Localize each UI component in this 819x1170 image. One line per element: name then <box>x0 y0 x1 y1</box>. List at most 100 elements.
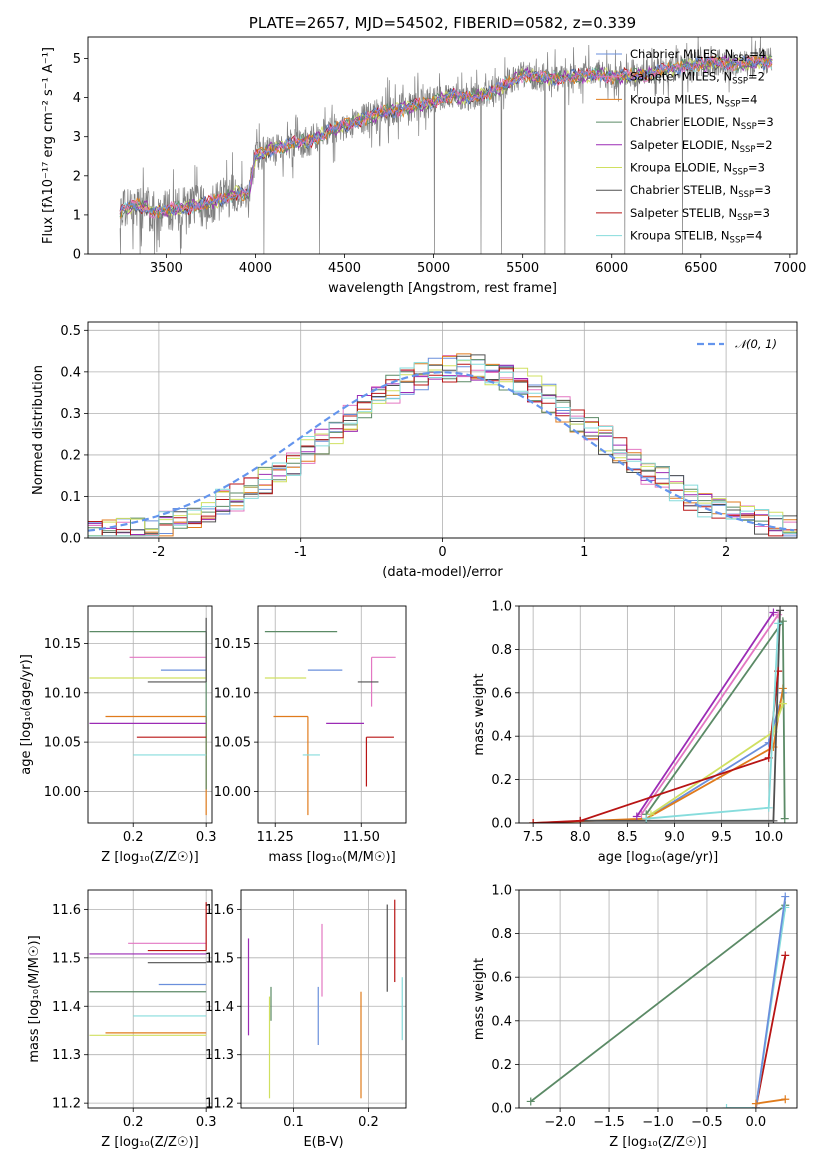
y-tick-label: 10.10 <box>44 686 81 701</box>
y-tick-label: 10.15 <box>214 637 251 652</box>
y-tick-label: 11.4 <box>52 1000 81 1015</box>
mass_vs_ebv-axes <box>241 890 406 1108</box>
legend-entry: Kroupa STELIB, NSSP=4 <box>630 229 762 246</box>
series-marker <box>774 619 783 628</box>
model-chabrier-elodie <box>119 54 773 219</box>
model-salpeter-miles <box>119 55 773 219</box>
x-tick-label: 4500 <box>328 261 361 276</box>
age_vs_Z-y-axis-label: age [log₁₀(age/yr)] <box>19 654 34 775</box>
legend-entry: Chabrier ELODIE, NSSP=3 <box>630 115 774 132</box>
x-tick-label: 0.0 <box>746 1115 767 1130</box>
mass_vs_Z-x-axis-label: Z [log₁₀(Z/Z☉)] <box>101 1135 198 1150</box>
x-tick-label: 5000 <box>417 261 450 276</box>
y-tick-label: 5 <box>73 52 81 67</box>
x-tick-label: 11.50 <box>343 830 380 845</box>
series-marker <box>642 814 651 823</box>
x-tick-label: 0.2 <box>358 1115 379 1130</box>
series-marker <box>751 1099 760 1108</box>
age_vs_Z-frame <box>87 605 213 824</box>
x-tick-label: 0.3 <box>196 830 217 845</box>
y-tick-label: 0.1 <box>60 490 81 505</box>
series-marker <box>576 816 585 823</box>
age_vs_mass-points <box>264 631 396 816</box>
spectrum-legend: Chabrier MILES, NSSP=4 Salpeter MILES, NS… <box>596 47 774 246</box>
y-tick-label: 10.15 <box>44 637 81 652</box>
y-tick-label: 0.4 <box>491 730 512 745</box>
y-tick-label: 2 <box>73 169 81 184</box>
y-tick-label: 1 <box>73 208 81 223</box>
age_vs_Z-x-axis-label: Z [log₁₀(Z/Z☉)] <box>101 850 198 865</box>
legend-entry: Kroupa ELODIE, NSSP=3 <box>630 161 765 178</box>
x-tick-label: 0.2 <box>123 1115 144 1130</box>
spectrum-frame <box>87 36 798 255</box>
mass_vs_Z-axes <box>88 890 212 1108</box>
y-tick-label: 3 <box>73 130 81 145</box>
y-tick-label: 0.4 <box>60 365 81 380</box>
model-chabrier-miles <box>119 56 773 216</box>
mass_weight_vs_age-frame <box>518 605 798 824</box>
series-marker <box>781 1095 790 1104</box>
y-tick-label: 11.6 <box>52 903 81 918</box>
y-tick-label: 1.0 <box>491 600 512 615</box>
series-marker <box>646 810 655 819</box>
x-tick-label: 7000 <box>773 261 806 276</box>
mass_vs_ebv-points <box>247 899 403 1099</box>
series-marker <box>778 699 787 708</box>
series-marker <box>781 903 790 912</box>
series-marker <box>780 814 789 823</box>
y-tick-label: 0.8 <box>491 927 512 942</box>
y-tick-label: 0.0 <box>60 532 81 547</box>
age_vs_Z-points <box>89 617 207 816</box>
x-tick-label: 0.1 <box>283 1115 304 1130</box>
mass_weight_vs_Z-y-axis-label: mass weight <box>472 958 487 1040</box>
spectrum-y-axis-label: Flux [fλ10⁻¹⁷ erg cm⁻² s⁻¹ A⁻¹] <box>41 47 56 244</box>
series-marker <box>781 892 790 901</box>
x-tick-label: 0.3 <box>196 1115 217 1130</box>
y-tick-label: 10.00 <box>44 785 81 800</box>
x-tick-label: 0.2 <box>123 830 144 845</box>
x-tick-label: 2 <box>722 545 730 560</box>
residual-histograms <box>88 353 797 537</box>
series-marker <box>769 608 778 617</box>
histogram-salpeter-stelib <box>88 363 797 537</box>
residuals-x-axis-label: (data-model)/error <box>382 565 503 580</box>
y-tick-label: 11.4 <box>205 1000 234 1015</box>
mass_vs_Z-frame <box>87 889 213 1109</box>
mass_weight_vs_Z-frame <box>518 889 798 1109</box>
series-line <box>755 896 787 1108</box>
y-tick-label: 11.5 <box>52 951 81 966</box>
legend-entry: Salpeter ELODIE, NSSP=2 <box>630 138 773 155</box>
y-tick-label: 0.2 <box>491 1058 512 1073</box>
series-line <box>755 955 787 1108</box>
histogram-chabrier-stelib <box>88 354 797 537</box>
mass_weight_vs_Z-x-axis-label: Z [log₁₀(Z/Z☉)] <box>609 1135 706 1150</box>
y-tick-label: 0.2 <box>60 448 81 463</box>
legend-entry: Kroupa MILES, NSSP=4 <box>630 92 757 109</box>
x-tick-label: −1.5 <box>593 1115 625 1130</box>
mass_weight_vs_age-series <box>529 606 789 823</box>
x-tick-label: 9.0 <box>664 830 685 845</box>
series-marker <box>769 816 778 823</box>
legend-entry: Salpeter MILES, NSSP=2 <box>630 70 765 87</box>
spectrum-lines <box>119 37 773 254</box>
x-tick-label: 7.5 <box>523 830 544 845</box>
x-tick-label: 3500 <box>150 261 183 276</box>
y-tick-label: 0.0 <box>491 817 512 832</box>
series-line <box>640 614 779 815</box>
x-tick-label: 1 <box>580 545 588 560</box>
y-tick-label: 0.8 <box>491 643 512 658</box>
mass_weight_vs_Z-axes <box>519 889 797 1109</box>
residuals-frame <box>87 321 798 539</box>
mass_weight_vs_age-y-axis-label: mass weight <box>472 673 487 755</box>
mass_weight_vs_age-x-axis-label: age [log₁₀(age/yr)] <box>598 850 719 865</box>
mass_vs_ebv-x-axis-label: E(B-V) <box>303 1135 343 1150</box>
x-tick-label: −1.0 <box>642 1115 674 1130</box>
mass_vs_ebv-frame <box>240 889 407 1109</box>
series-line <box>645 692 784 820</box>
series-line <box>580 610 781 822</box>
x-tick-label: 0 <box>438 545 446 560</box>
x-tick-label: 5500 <box>506 261 539 276</box>
histogram-kroupa-stelib <box>88 359 797 537</box>
y-tick-label: 10.05 <box>44 736 81 751</box>
y-tick-label: 0.6 <box>491 971 512 986</box>
